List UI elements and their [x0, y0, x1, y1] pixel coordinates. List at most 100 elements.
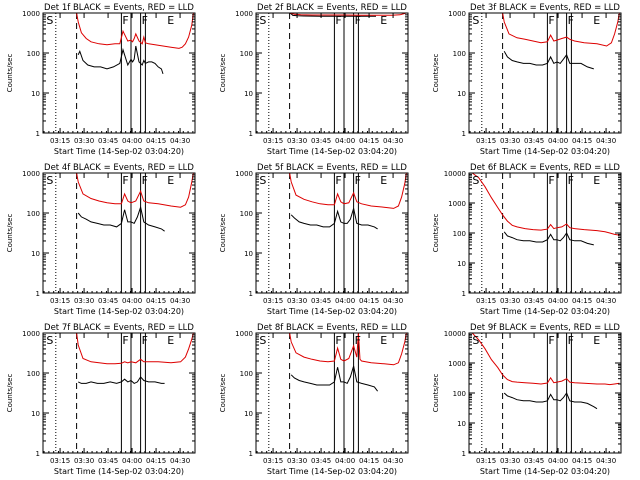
interval-marker-label: F [355, 334, 361, 347]
chart-title: Det 6f BLACK = Events, RED = LLD [470, 163, 620, 173]
x-tick-label: 03:15 [263, 137, 283, 145]
x-tick-label: 04:00 [122, 297, 142, 305]
x-tick-label: 04:15 [146, 457, 166, 465]
interval-marker-label: F [568, 174, 574, 187]
interval-marker-label: S [259, 334, 266, 347]
x-axis-label: Start Time (14-Sep-02 03:04:20) [54, 307, 184, 316]
events-rate-line [289, 12, 376, 17]
y-tick-label: 1 [249, 130, 253, 138]
lld-rate-line [289, 332, 407, 366]
x-tick-label: 03:45 [311, 457, 331, 465]
interval-marker-label: E [380, 334, 387, 347]
x-tick-label: 04:15 [572, 297, 592, 305]
y-tick-label: 10 [457, 420, 466, 428]
x-tick-label: 03:30 [500, 297, 520, 305]
x-tick-label: 03:15 [50, 457, 70, 465]
y-axis-label: Counts/sec [6, 374, 14, 413]
lld-rate-line [76, 172, 194, 208]
x-axis-label: Start Time (14-Sep-02 03:04:20) [480, 307, 610, 316]
x-tick-label: 04:00 [122, 137, 142, 145]
interval-marker-label: F [142, 174, 148, 187]
x-tick-label: 03:30 [500, 137, 520, 145]
interval-marker-label: S [46, 14, 53, 27]
y-tick-label: 100 [240, 50, 253, 58]
chart-title: Det 8f BLACK = Events, RED = LLD [257, 323, 407, 333]
interval-marker-label: E [380, 174, 387, 187]
y-tick-label: 100 [453, 50, 466, 58]
plot-frame [468, 332, 622, 454]
x-tick-label: 04:15 [146, 137, 166, 145]
plot-frame [468, 12, 622, 134]
interval-marker-label: F [548, 14, 554, 27]
chart-panel: Det 6f BLACK = Events, RED = LLD Counts/s… [432, 163, 622, 316]
interval-marker-label: F [142, 334, 148, 347]
x-tick-label: 03:30 [287, 137, 307, 145]
y-axis-label: Counts/sec [6, 54, 14, 93]
x-tick-label: 03:15 [476, 297, 496, 305]
y-tick-label: 10000 [444, 330, 466, 338]
y-tick-label: 1 [36, 450, 40, 458]
y-tick-label: 10 [244, 90, 253, 98]
lld-rate-line [76, 332, 194, 365]
x-tick-label: 04:00 [548, 457, 568, 465]
interval-marker-label: F [355, 14, 361, 27]
y-tick-label: 1 [462, 450, 466, 458]
interval-marker-label: F [335, 14, 341, 27]
y-tick-label: 100 [453, 390, 466, 398]
chart-panel: Det 3f BLACK = Events, RED = LLD Counts/s… [432, 3, 622, 156]
interval-marker-label: E [380, 14, 387, 27]
x-tick-label: 04:30 [596, 457, 616, 465]
x-tick-label: 04:00 [548, 137, 568, 145]
events-rate-line [77, 45, 164, 75]
plot-frame [255, 172, 409, 294]
x-tick-label: 03:15 [50, 297, 70, 305]
chart-title: Det 1f BLACK = Events, RED = LLD [44, 3, 194, 13]
y-tick-label: 1 [462, 130, 466, 138]
plot-frame [42, 172, 196, 294]
y-tick-label: 10 [244, 250, 253, 258]
y-tick-label: 1 [36, 290, 40, 298]
interval-marker-label: F [568, 334, 574, 347]
y-tick-label: 10 [31, 250, 40, 258]
y-tick-label: 100 [27, 210, 40, 218]
x-tick-label: 03:30 [287, 457, 307, 465]
chart-panel: Det 9f BLACK = Events, RED = LLD Counts/s… [432, 323, 622, 476]
y-axis-label: Counts/sec [219, 214, 227, 253]
x-axis-label: Start Time (14-Sep-02 03:04:20) [267, 307, 397, 316]
chart-title: Det 4f BLACK = Events, RED = LLD [44, 163, 194, 173]
interval-marker-label: S [259, 14, 266, 27]
y-axis-label: Counts/sec [219, 54, 227, 93]
interval-marker-label: E [167, 14, 174, 27]
events-rate-line [290, 365, 379, 392]
x-tick-label: 03:45 [524, 137, 544, 145]
chart-title: Det 9f BLACK = Events, RED = LLD [470, 323, 620, 333]
interval-marker-label: S [46, 334, 53, 347]
x-axis-label: Start Time (14-Sep-02 03:04:20) [480, 147, 610, 156]
y-tick-label: 100 [27, 50, 40, 58]
x-tick-label: 03:45 [311, 297, 331, 305]
y-tick-label: 10 [244, 410, 253, 418]
interval-marker-label: S [472, 14, 479, 27]
interval-marker-label: S [259, 174, 266, 187]
x-tick-label: 04:30 [170, 297, 190, 305]
x-tick-label: 03:30 [500, 457, 520, 465]
interval-marker-label: F [335, 334, 341, 347]
y-tick-label: 1000 [235, 330, 253, 338]
y-tick-label: 1000 [22, 170, 40, 178]
y-tick-label: 1000 [448, 360, 466, 368]
interval-marker-label: F [548, 174, 554, 187]
y-tick-label: 10 [457, 90, 466, 98]
plot-frame [255, 12, 409, 134]
y-tick-label: 1 [249, 450, 253, 458]
x-tick-label: 04:15 [359, 457, 379, 465]
x-tick-label: 03:15 [50, 137, 70, 145]
interval-marker-label: S [472, 334, 479, 347]
y-tick-label: 1000 [22, 10, 40, 18]
x-tick-label: 03:30 [74, 297, 94, 305]
interval-marker-label: E [593, 14, 600, 27]
x-tick-label: 04:30 [170, 137, 190, 145]
y-tick-label: 10 [31, 90, 40, 98]
x-tick-label: 04:30 [596, 137, 616, 145]
y-tick-label: 1 [36, 130, 40, 138]
